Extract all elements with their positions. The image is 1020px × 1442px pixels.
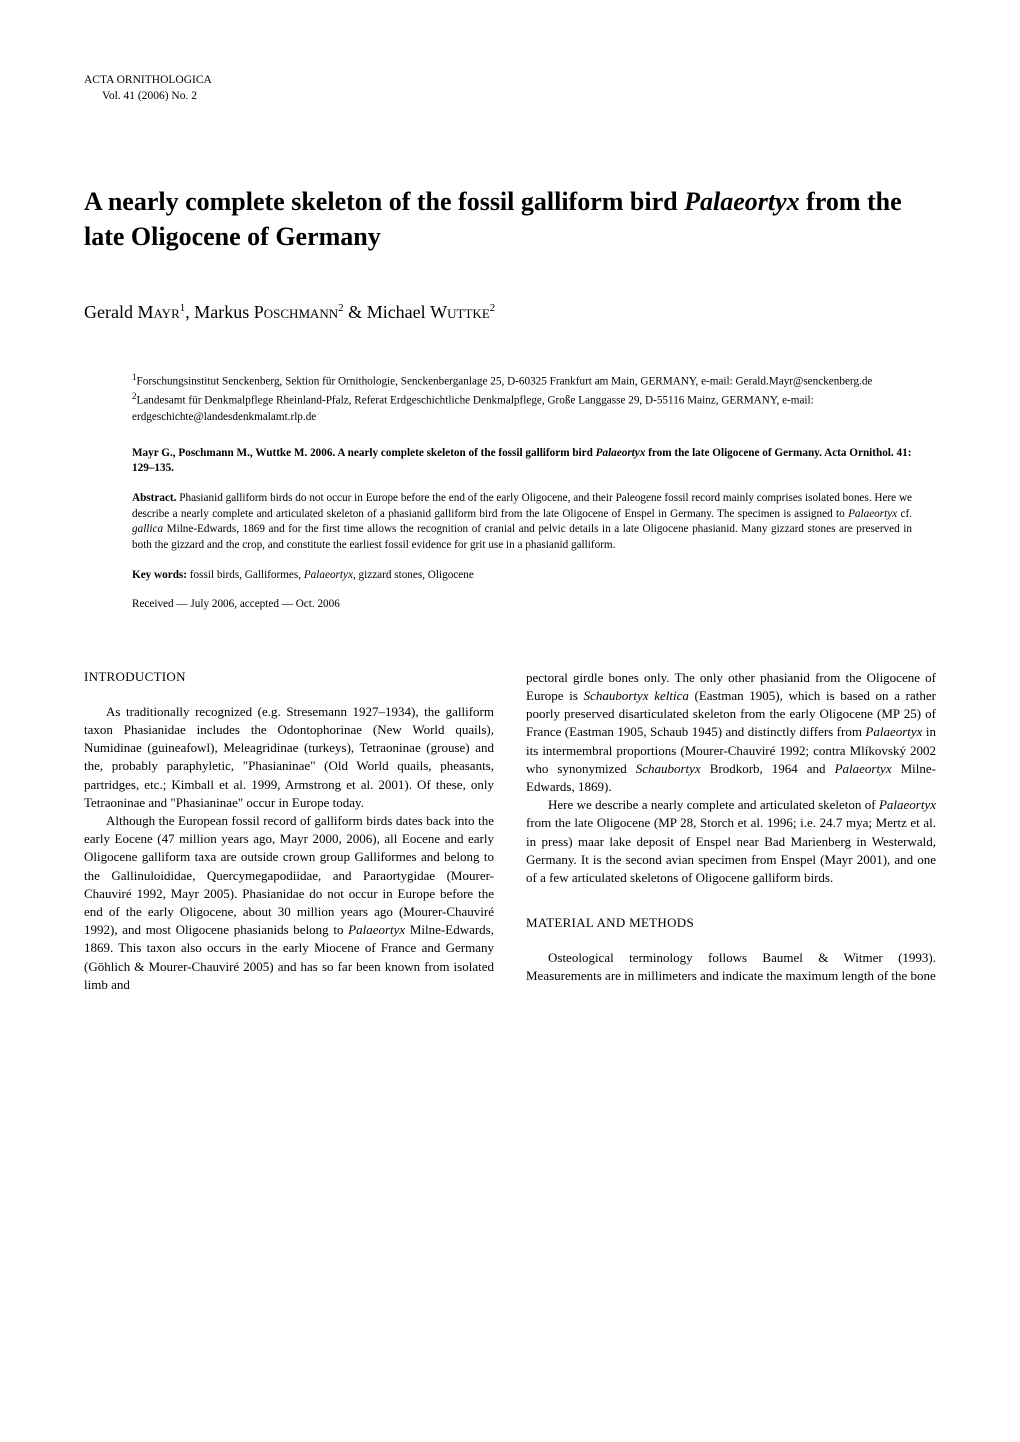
intro-p2-taxon-3: Palaeortyx [865, 724, 922, 739]
title-pre: A nearly complete skeleton of the fossil… [84, 187, 684, 216]
intro-p2-taxon-4: Schaubortyx [636, 761, 701, 776]
abstract-label: Abstract. [132, 492, 176, 504]
section-heading-introduction: INTRODUCTION [84, 669, 494, 685]
received-accepted: Received — July 2006, accepted — Oct. 20… [132, 597, 912, 613]
citation: Mayr G., Poschmann M., Wuttke M. 2006. A… [132, 446, 912, 477]
methods-para-1: Osteological terminology follows Baumel … [526, 949, 936, 985]
abstract: Abstract. Phasianid galliform birds do n… [132, 491, 912, 554]
author-3-affil-sup: 2 [490, 302, 496, 314]
keywords-text-2: , gizzard stones, Oligocene [353, 569, 474, 581]
intro-p3-a: Here we describe a nearly complete and a… [548, 797, 879, 812]
citation-taxon: Palaeortyx [596, 447, 646, 459]
intro-p2-taxon-2: Schaubortyx keltica [584, 688, 689, 703]
intro-p3-b: from the late Oligocene (MP 28, Storch e… [526, 815, 936, 885]
author-sep-2: & [344, 302, 367, 322]
author-2-last: Poschmann [254, 302, 338, 322]
intro-p3-taxon-1: Palaeortyx [879, 797, 936, 812]
abstract-taxon-1: Palaeortyx [848, 508, 897, 520]
journal-volume: Vol. 41 (2006) No. 2 [84, 88, 936, 104]
affiliation-1: 1Forschungsinstitut Senckenberg, Sektion… [132, 371, 912, 390]
author-3-first: Michael [367, 302, 430, 322]
intro-para-2-left: Although the European fossil record of g… [84, 812, 494, 994]
author-3-last: Wuttke [430, 302, 490, 322]
abstract-text-1: Phasianid galliform birds do not occur i… [132, 492, 912, 520]
intro-para-3: Here we describe a nearly complete and a… [526, 796, 936, 887]
keywords: Key words: fossil birds, Galliformes, Pa… [132, 568, 912, 584]
abstract-text-2: cf. [897, 508, 912, 520]
authors: Gerald Mayr1, Markus Poschmann2 & Michae… [84, 302, 936, 323]
affiliation-1-text: Forschungsinstitut Senckenberg, Sektion … [137, 376, 873, 388]
citation-authors: Mayr G., Poschmann M., Wuttke M. 2006. A… [132, 447, 596, 459]
left-column: INTRODUCTION As traditionally recognized… [84, 669, 494, 994]
affiliation-2: 2Landesamt für Denkmalpflege Rheinland-P… [132, 390, 912, 425]
intro-p2-taxon-1: Palaeortyx [348, 922, 405, 937]
journal-header: ACTA ORNITHOLOGICA Vol. 41 (2006) No. 2 [84, 72, 936, 104]
intro-p2-a: Although the European fossil record of g… [84, 813, 494, 937]
keywords-label: Key words: [132, 569, 187, 581]
article-title: A nearly complete skeleton of the fossil… [84, 184, 936, 254]
abstract-text-3: Milne-Edwards, 1869 and for the first ti… [132, 523, 912, 551]
author-1-first: Gerald [84, 302, 137, 322]
keywords-text-1: fossil birds, Galliformes, [187, 569, 304, 581]
intro-p2-taxon-5: Palaeortyx [835, 761, 892, 776]
title-taxon: Palaeortyx [684, 187, 800, 216]
affiliation-2-text: Landesamt für Denkmalpflege Rheinland-Pf… [132, 395, 814, 423]
section-heading-methods: MATERIAL AND METHODS [526, 915, 936, 931]
right-column: pectoral girdle bones only. The only oth… [526, 669, 936, 994]
intro-para-1: As traditionally recognized (e.g. Strese… [84, 703, 494, 812]
affiliations: 1Forschungsinstitut Senckenberg, Sektion… [132, 371, 912, 425]
author-2-first: Markus [194, 302, 254, 322]
journal-name: ACTA ORNITHOLOGICA [84, 72, 936, 88]
body-columns: INTRODUCTION As traditionally recognized… [84, 669, 936, 994]
author-sep-1: , [185, 302, 194, 322]
keywords-taxon: Palaeortyx [304, 569, 353, 581]
abstract-taxon-2: gallica [132, 523, 163, 535]
intro-p2-e: Brodkorb, 1964 and [701, 761, 835, 776]
author-1-last: Mayr [137, 302, 179, 322]
intro-para-2-right: pectoral girdle bones only. The only oth… [526, 669, 936, 796]
